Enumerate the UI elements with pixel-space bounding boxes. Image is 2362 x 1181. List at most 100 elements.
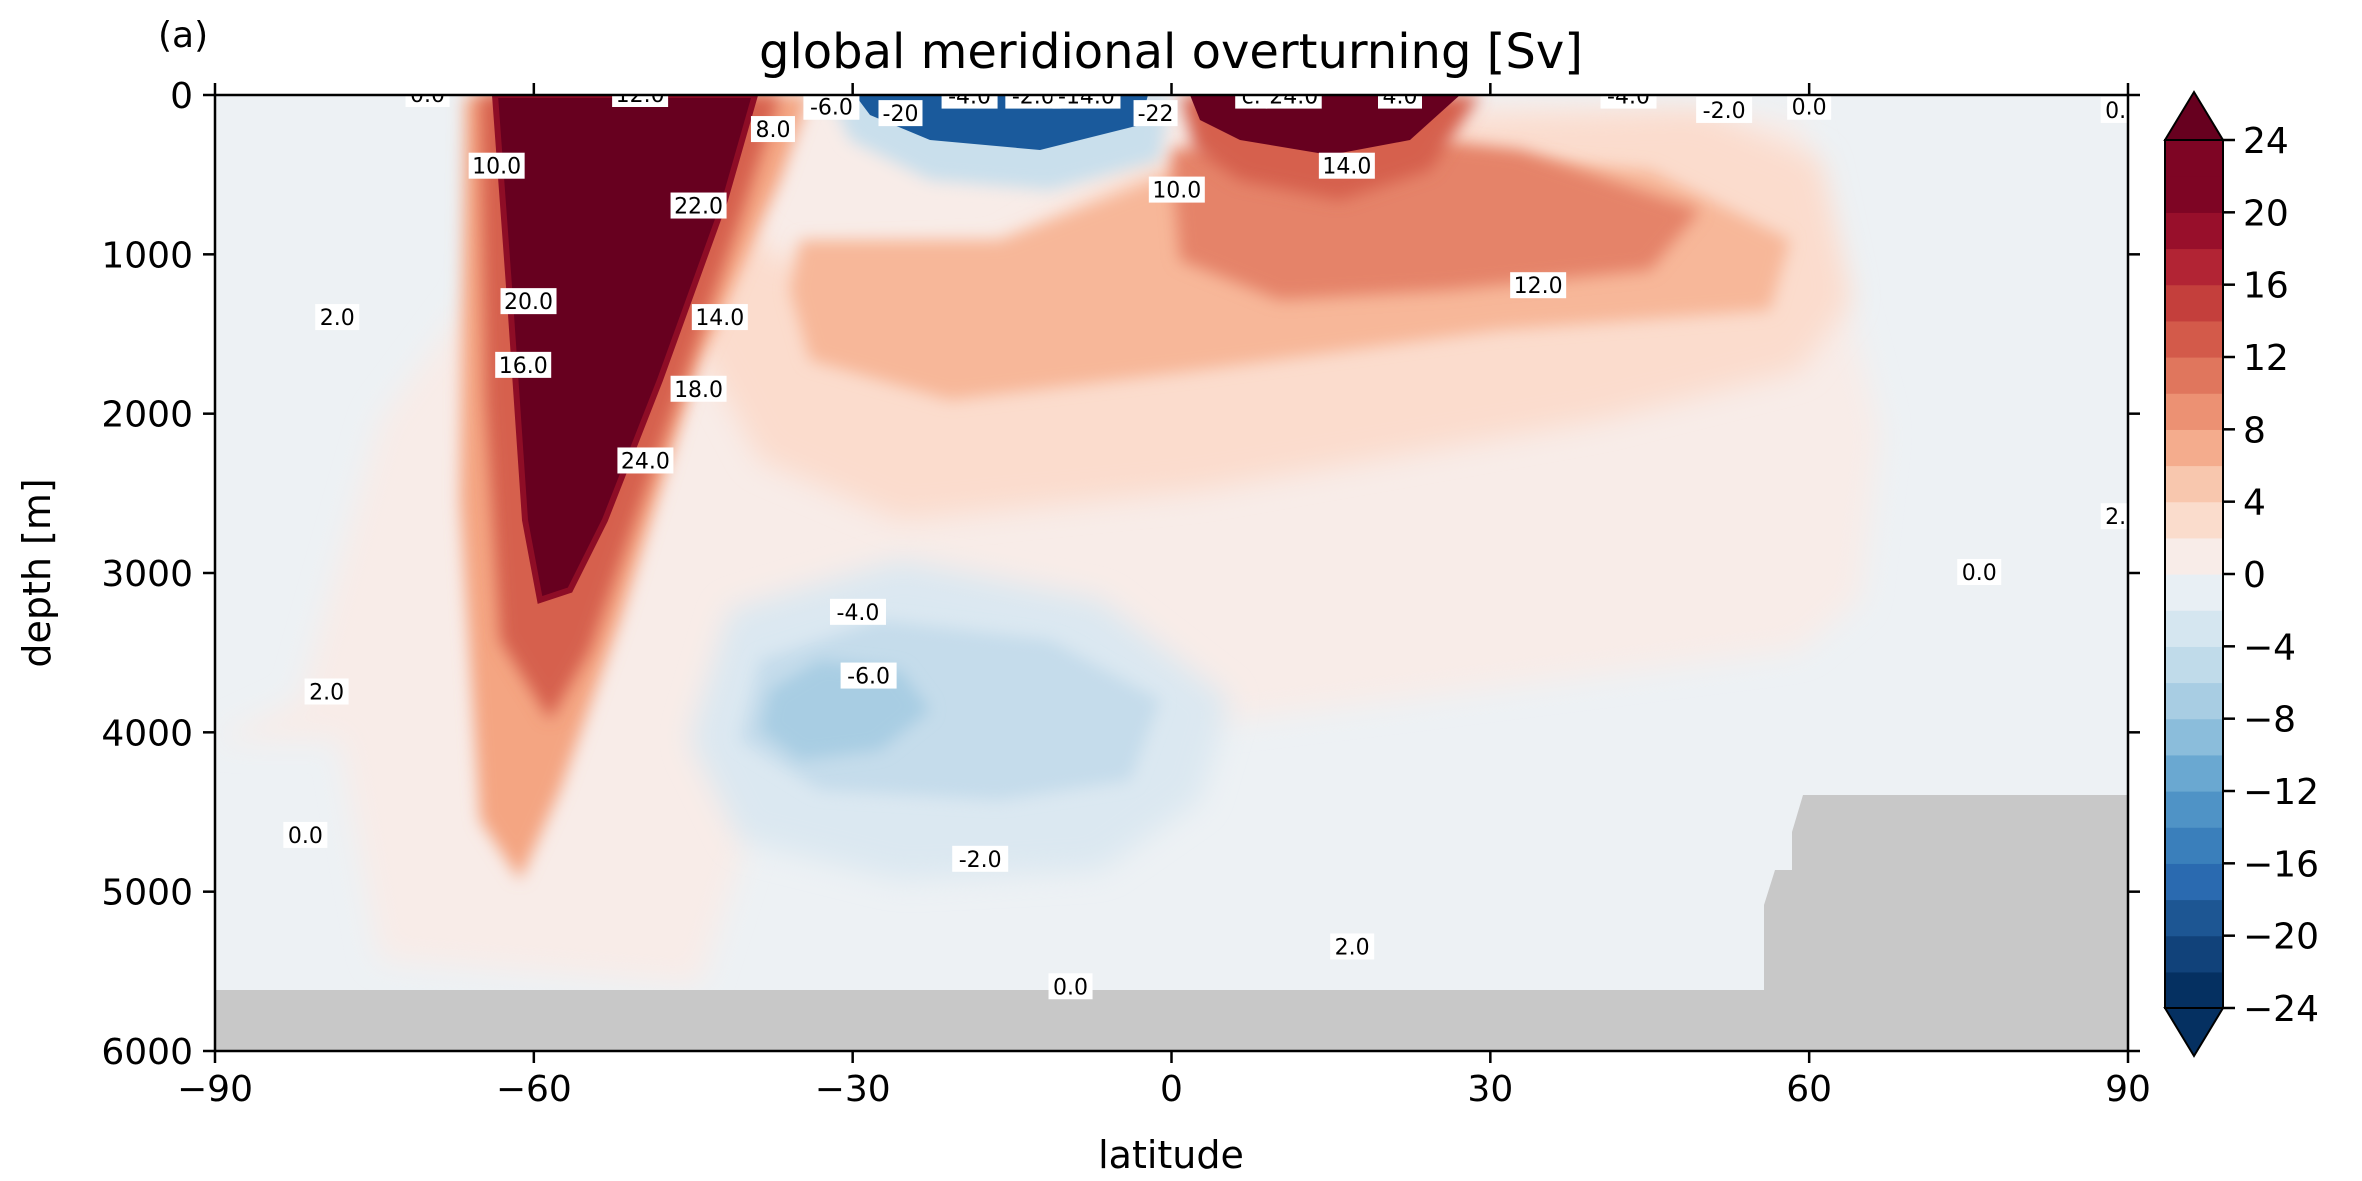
colorbar-segment	[2165, 429, 2223, 467]
colorbar-segment	[2165, 971, 2223, 1009]
svg-text:16.0: 16.0	[499, 354, 548, 379]
colorbar-extend-max	[2163, 90, 2225, 141]
svg-text:0.0: 0.0	[1962, 561, 1997, 586]
x-axis: −90 −60 −30 0 30 60 90	[177, 83, 2151, 1110]
colorbar-tick-label: −16	[2243, 844, 2319, 885]
northern-subtropical-cell-core	[1190, 95, 1460, 155]
svg-text:14.0: 14.0	[695, 306, 744, 331]
contour-label: 10.0	[468, 152, 525, 180]
y-axis-label: depth [m]	[15, 478, 59, 667]
svg-text:0.0: 0.0	[410, 83, 445, 108]
contour-label: 14.0	[691, 304, 748, 331]
svg-text:4.0: 4.0	[1382, 85, 1417, 110]
contour-label: -2.0	[952, 845, 1009, 873]
colorbar-segment	[2165, 284, 2223, 322]
y-tick-label: 6000	[101, 1032, 193, 1073]
colorbar-tick-label: −20	[2243, 917, 2319, 958]
x-tick-label: −90	[177, 1069, 253, 1110]
contour-label: -22	[1133, 100, 1178, 127]
colorbar-segment	[2165, 140, 2223, 177]
colorbar: −24 −20 −16 −12 −8 −4 0 4 8 12 16 20 24	[2163, 90, 2319, 1058]
contour-label: -20	[878, 100, 923, 127]
colorbar-segment	[2165, 574, 2223, 611]
svg-text:-2.0: -2.0	[1703, 99, 1746, 124]
svg-text:12.0: 12.0	[616, 83, 665, 108]
colorbar-tick-label: 16	[2243, 266, 2289, 307]
svg-text:12.0: 12.0	[1514, 274, 1563, 299]
svg-text:0.0: 0.0	[2105, 99, 2140, 124]
contour-label: 2.0	[304, 678, 349, 706]
svg-text:18.0: 18.0	[674, 378, 723, 403]
svg-text:24.0: 24.0	[621, 449, 670, 474]
svg-text:-22: -22	[1138, 102, 1174, 127]
contour-label: 14.0	[1318, 152, 1375, 180]
colorbar-tick-label: 8	[2243, 410, 2266, 451]
contour-label: -2.0	[1696, 96, 1753, 124]
svg-text:0.0: 0.0	[1792, 96, 1827, 121]
x-tick-label: −30	[815, 1069, 891, 1110]
contour-label: -6.0	[840, 662, 897, 690]
svg-text:24.0: 24.0	[1269, 85, 1318, 110]
svg-text:c.: c.	[1242, 85, 1261, 110]
contour-label: 20.0	[500, 288, 557, 315]
svg-text:-6.0: -6.0	[810, 96, 853, 121]
svg-text:2.0: 2.0	[1335, 935, 1370, 960]
contour-fill-layer	[215, 95, 2128, 1051]
y-tick-label: 1000	[101, 235, 193, 276]
contour-label: 16.0	[495, 351, 552, 379]
svg-text:-2.0: -2.0	[959, 848, 1002, 873]
colorbar-tick-label: 20	[2243, 193, 2289, 234]
contour-label: 4.0	[1377, 85, 1422, 110]
contour-label: c.	[1235, 85, 1268, 110]
x-tick-label: 0	[1160, 1069, 1183, 1110]
svg-text:2.0: 2.0	[320, 306, 355, 331]
colorbar-segment	[2165, 682, 2223, 720]
contour-label: -4.0	[941, 85, 998, 110]
contour-label: 8.0	[750, 116, 795, 143]
contour-label: -6.0	[803, 95, 860, 121]
colorbar-segment	[2165, 320, 2223, 358]
contour-label: -2.0	[1005, 85, 1062, 110]
svg-text:-2.0: -2.0	[1012, 85, 1055, 110]
contour-label: 12.0	[1510, 272, 1567, 299]
contour-label: 0.0	[405, 83, 450, 108]
svg-text:-4.0: -4.0	[948, 85, 991, 110]
svg-text:0.0: 0.0	[288, 824, 323, 849]
contour-label: 24.0	[1265, 85, 1322, 110]
svg-text:-14.0: -14.0	[1058, 85, 1115, 110]
svg-text:0.0: 0.0	[1053, 975, 1088, 1000]
svg-text:-4.0: -4.0	[1607, 85, 1650, 110]
colorbar-extend-min	[2163, 1007, 2225, 1058]
contour-label: 12.0	[612, 83, 669, 108]
svg-text:2.0: 2.0	[2105, 505, 2140, 530]
contour-labels: 0.0 12.010.08.0-6.0 -20-4.0 -2.0 -14.0-22c. 2…	[283, 83, 2140, 1000]
contour-label: 22.0	[670, 192, 727, 220]
svg-text:-20: -20	[883, 102, 919, 127]
x-tick-label: −60	[496, 1069, 572, 1110]
contour-label: 0.0	[2100, 96, 2140, 124]
colorbar-segment	[2165, 248, 2223, 286]
svg-text:-4.0: -4.0	[837, 601, 880, 626]
x-axis-label: latitude	[1098, 1133, 1244, 1177]
contour-label: -4.0	[1600, 85, 1657, 110]
southern-cell-core	[491, 95, 759, 604]
x-tick-label: 90	[2105, 1069, 2151, 1110]
svg-text:2.0: 2.0	[309, 681, 344, 706]
southern-subtropical-cell-core	[855, 95, 1148, 150]
contour-label: 0.0	[1957, 559, 2002, 586]
contour-label: -4.0	[829, 598, 886, 626]
colorbar-segment	[2165, 501, 2223, 539]
colorbar-tick-label: 4	[2243, 483, 2266, 524]
contour-label: 24.0	[617, 447, 674, 474]
contour-label: 0.0	[1787, 95, 1832, 121]
colorbar-segment	[2165, 827, 2223, 864]
chart-title: global meridional overturning [Sv]	[759, 24, 1583, 80]
land-mask	[215, 795, 2128, 1051]
colorbar-tick-label: −8	[2243, 700, 2296, 741]
panel-label: (a)	[158, 15, 208, 56]
contour-label: 10.0	[1148, 176, 1205, 204]
y-tick-label: 4000	[101, 713, 193, 754]
colorbar-tick-label: 12	[2243, 338, 2289, 379]
x-tick-label: 30	[1467, 1069, 1513, 1110]
svg-text:-6.0: -6.0	[847, 665, 890, 690]
